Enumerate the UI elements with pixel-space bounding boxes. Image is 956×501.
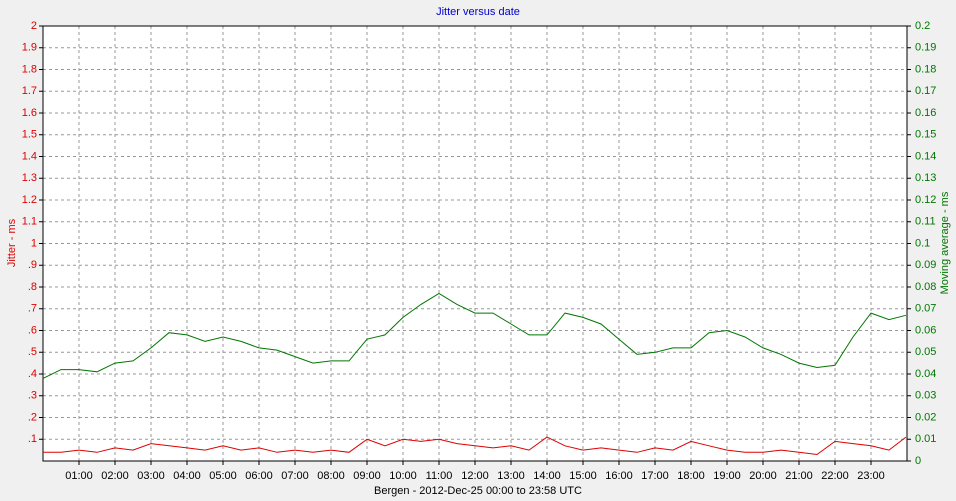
y-tick-label: 1.4 [22, 150, 37, 162]
y2-tick-label: 0.04 [915, 368, 936, 380]
chart-title: Jitter versus date [436, 6, 520, 18]
x-tick-label: 09:00 [353, 470, 381, 482]
y2-axis-label: Moving average - ms [939, 191, 951, 294]
y-tick-label: 1.6 [22, 107, 37, 119]
y-tick-label: .8 [28, 281, 37, 293]
x-tick-label: 19:00 [713, 470, 741, 482]
y2-tick-label: 0.03 [915, 390, 936, 402]
y-tick-label: .2 [28, 411, 37, 423]
y2-tick-label: 0.1 [915, 237, 930, 249]
x-tick-label: 08:00 [317, 470, 345, 482]
x-tick-label: 07:00 [281, 470, 309, 482]
y2-tick-label: 0.19 [915, 42, 936, 54]
y-tick-label: 2 [31, 20, 37, 32]
y2-tick-label: 0.09 [915, 259, 936, 271]
x-tick-label: 18:00 [677, 470, 705, 482]
y2-tick-label: 0.14 [915, 150, 936, 162]
plot-border [42, 25, 908, 462]
x-tick-label: 22:00 [821, 470, 849, 482]
y-tick-label: 1.9 [22, 42, 37, 54]
y-tick-label: 1.1 [22, 216, 37, 228]
y-tick-label: .3 [28, 390, 37, 402]
y-tick-label: .1 [28, 433, 37, 445]
x-tick-label: 14:00 [533, 470, 561, 482]
y-tick-label: .7 [28, 303, 37, 315]
y2-tick-label: 0.07 [915, 303, 936, 315]
y2-tick-label: 0.15 [915, 129, 936, 141]
x-tick-label: 23:00 [857, 470, 885, 482]
y2-tick-label: 0.16 [915, 107, 936, 119]
y-tick-label: 1.5 [22, 129, 37, 141]
x-tick-label: 06:00 [245, 470, 273, 482]
y2-tick-label: 0.2 [915, 20, 930, 32]
x-tick-label: 16:00 [605, 470, 633, 482]
x-tick-label: 13:00 [497, 470, 525, 482]
y-tick-label: .6 [28, 324, 37, 336]
x-tick-label: 20:00 [749, 470, 777, 482]
x-tick-label: 17:00 [641, 470, 669, 482]
x-tick-label: 11:00 [426, 470, 453, 482]
x-tick-label: 10:00 [389, 470, 417, 482]
x-tick-label: 04:00 [173, 470, 201, 482]
x-tick-label: 03:00 [137, 470, 165, 482]
y2-tick-label: 0 [915, 455, 921, 467]
y-tick-label: .4 [28, 368, 37, 380]
x-tick-label: 12:00 [461, 470, 489, 482]
x-axis-label: Bergen - 2012-Dec-25 00:00 to 23:58 UTC [374, 485, 582, 497]
y2-tick-label: 0.17 [915, 85, 936, 97]
y2-tick-label: 0.18 [915, 63, 936, 75]
y2-tick-label: 0.11 [915, 216, 936, 228]
y2-tick-label: 0.13 [915, 172, 936, 184]
y-tick-label: 1.7 [22, 85, 37, 97]
x-tick-label: 21:00 [785, 470, 813, 482]
y-tick-label: 1.8 [22, 63, 37, 75]
y-tick-label: 1 [31, 237, 37, 249]
y-tick-label: 1.2 [22, 194, 37, 206]
series-line [43, 436, 907, 456]
y2-tick-label: 0.06 [915, 324, 936, 336]
y2-tick-label: 0.12 [915, 194, 936, 206]
y-tick-label: 1.3 [22, 172, 37, 184]
series-line [42, 292, 907, 379]
y2-tick-label: 0.08 [915, 281, 936, 293]
y2-tick-label: 0.02 [915, 411, 936, 423]
x-tick-label: 05:00 [209, 470, 237, 482]
y2-tick-label: 0.05 [915, 346, 936, 358]
y2-tick-label: 0.01 [915, 433, 936, 445]
y-axis-label: Jitter - ms [6, 218, 18, 267]
x-tick-label: 15:00 [569, 470, 597, 482]
x-tick-label: 02:00 [101, 470, 129, 482]
x-tick-label: 01:00 [65, 470, 93, 482]
y-tick-label: .9 [28, 259, 37, 271]
y-tick-label: .5 [28, 346, 37, 358]
